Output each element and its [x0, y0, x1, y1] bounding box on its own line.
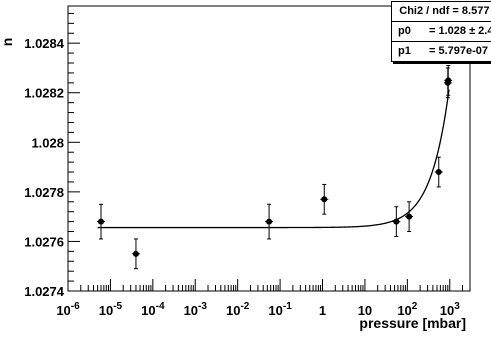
y-tick-label: 1.0276 — [24, 234, 64, 249]
x-tick-label: 10-5 — [99, 301, 123, 318]
y-axis-title: n — [0, 38, 15, 47]
x-tick-label: 1 — [319, 303, 326, 318]
marker — [406, 213, 413, 220]
data-point — [392, 206, 401, 237]
x-axis-title: pressure [mbar] — [359, 315, 466, 331]
fit-param-row-p1: p1 = 5.797e-07 ± 4.907e-08 — [392, 42, 491, 61]
data-point — [444, 64, 453, 96]
fit-param-value: = 5.797e-07 ± 4.907e-08 — [429, 45, 491, 57]
x-tick-label: 103 — [440, 301, 460, 318]
fit-curve — [97, 89, 450, 229]
data-point — [320, 183, 329, 215]
chi2-ndf-label: Chi2 / ndf = 8.577 / 7 — [392, 2, 491, 22]
marker — [132, 250, 139, 257]
y-tick-label: 1.0274 — [24, 284, 65, 299]
fit-param-value: = 1.028 ± 2.428e-05 — [429, 25, 491, 37]
x-tick-label: 10 — [358, 303, 372, 318]
marker — [393, 218, 400, 225]
marker — [321, 196, 328, 203]
y-tick-label: 1.0278 — [24, 185, 64, 200]
x-tick-label: 10-4 — [141, 301, 165, 318]
marker — [266, 218, 273, 225]
x-tick-label: 10-2 — [226, 301, 250, 318]
y-tick-label: 1.0284 — [24, 36, 65, 51]
data-point — [434, 156, 443, 188]
fit-param-name: p1 — [398, 45, 411, 57]
marker — [445, 77, 452, 84]
marker — [98, 218, 105, 225]
marker — [435, 169, 442, 176]
data-point — [265, 203, 274, 240]
x-tick-label: 102 — [397, 301, 417, 318]
data-point — [405, 201, 414, 233]
fit-statistics-box: Chi2 / ndf = 8.577 / 7 p0 = 1.028 ± 2.42… — [391, 1, 491, 62]
fit-param-name: p0 — [398, 25, 411, 37]
x-tick-label: 10-6 — [56, 301, 80, 318]
data-point — [131, 238, 140, 270]
y-tick-label: 1.028 — [31, 135, 64, 150]
x-tick-label: 10-3 — [184, 301, 208, 318]
x-tick-label: 10-1 — [268, 301, 292, 318]
fit-param-row-p0: p0 = 1.028 ± 2.428e-05 — [392, 22, 491, 42]
y-tick-label: 1.0282 — [24, 86, 64, 101]
data-point — [97, 203, 106, 240]
plot-frame — [67, 5, 471, 292]
